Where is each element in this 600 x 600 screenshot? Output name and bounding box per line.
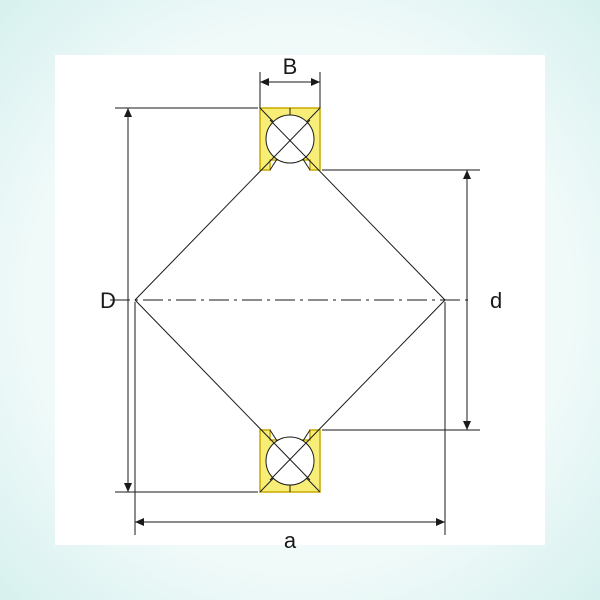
bottom-ball xyxy=(266,437,314,485)
label-a: a xyxy=(284,528,297,553)
label-B: B xyxy=(283,54,298,79)
bearing-diagram-canvas: B D d a xyxy=(0,0,600,600)
bearing-svg: B D d a xyxy=(0,0,600,600)
label-D: D xyxy=(100,288,116,313)
top-race xyxy=(260,108,320,170)
label-d: d xyxy=(490,288,502,313)
top-ball xyxy=(266,115,314,163)
bottom-race xyxy=(260,430,320,492)
